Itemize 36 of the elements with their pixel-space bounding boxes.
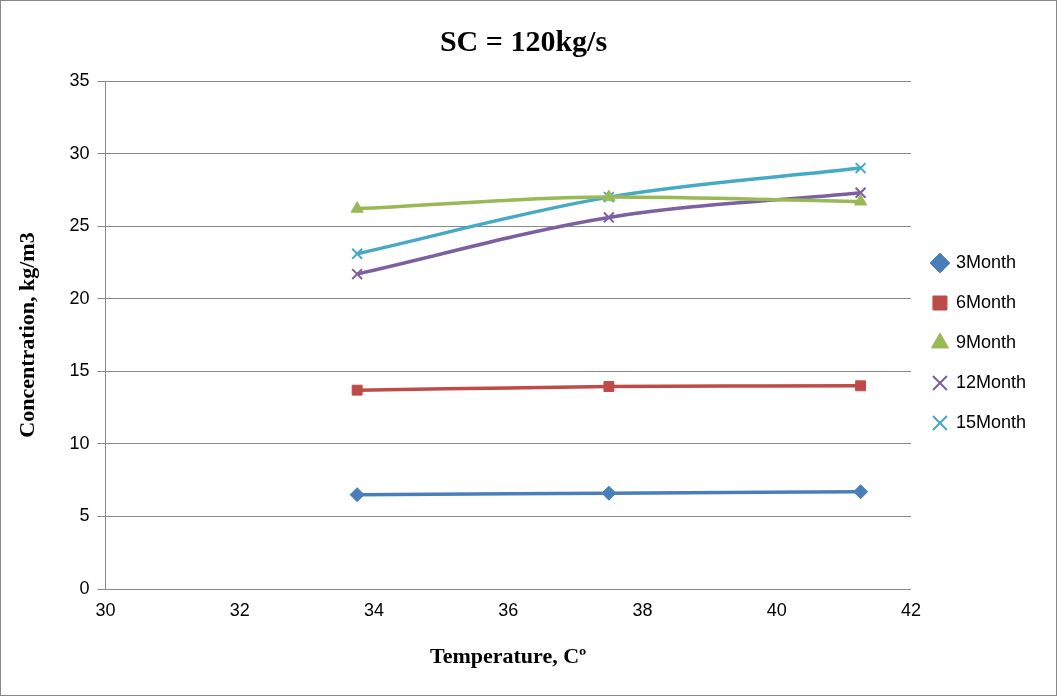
point: [350, 201, 364, 213]
point: [351, 268, 364, 280]
point: [603, 381, 615, 392]
x-tick-label: 38: [632, 599, 653, 620]
y-tick-label: 30: [69, 142, 90, 163]
y-tick-label: 20: [69, 287, 90, 308]
x-tick-label: 30: [95, 599, 116, 620]
y-tick-label: 0: [79, 577, 90, 598]
legend-label: 6Month: [955, 291, 1016, 312]
y-tick-label: 25: [69, 215, 90, 236]
x-tick-label: 34: [363, 599, 384, 620]
y-tick-label: 10: [69, 432, 90, 453]
chart-title: SC = 120kg/s: [439, 23, 608, 57]
y-tick-label: 15: [69, 360, 90, 381]
x-axis-title: Temperature, Cº: [430, 643, 587, 669]
y-tick-label: 35: [69, 69, 90, 90]
point: [855, 380, 867, 392]
point: [854, 162, 867, 175]
point: [854, 193, 868, 206]
x-tick-label: 40: [766, 599, 787, 620]
legend-label: 15Month: [955, 411, 1027, 432]
y-axis-title: Concentration, kg/m3: [13, 232, 39, 438]
x-tick-label: 36: [498, 599, 519, 620]
x-tick-label: 32: [229, 599, 250, 620]
point: [602, 211, 615, 224]
legend-label: 3Month: [955, 251, 1016, 272]
point: [351, 384, 363, 396]
legend-label: 12Month: [955, 371, 1027, 392]
x-tick-label: 42: [900, 599, 921, 620]
point: [854, 186, 867, 199]
point: [351, 247, 364, 260]
y-tick-label: 5: [79, 505, 90, 526]
point: [601, 485, 617, 501]
point: [349, 487, 365, 503]
legend-label: 9Month: [955, 331, 1016, 352]
point: [853, 484, 869, 500]
